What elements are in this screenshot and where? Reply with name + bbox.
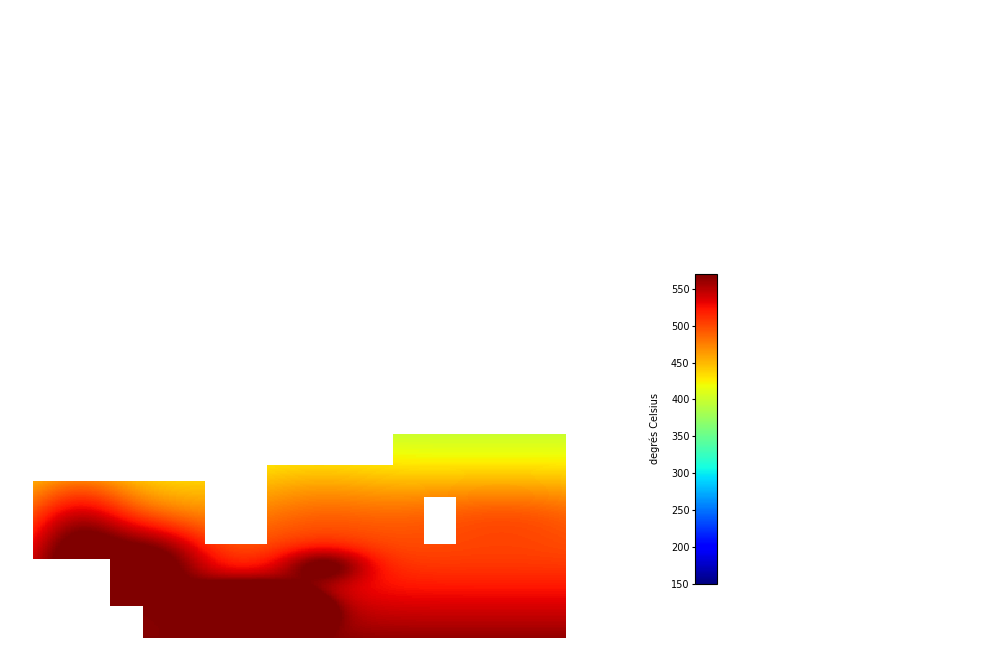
Text: Cumul des degrés-jours depuis le 1er avril (Base 5): Cumul des degrés-jours depuis le 1er avr… [8,12,527,31]
Y-axis label: degrés Celsius: degrés Celsius [649,393,660,465]
